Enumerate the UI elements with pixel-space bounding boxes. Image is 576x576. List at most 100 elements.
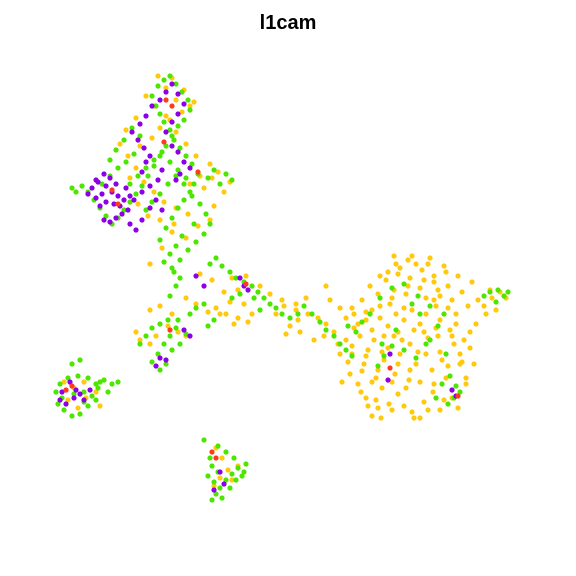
data-point [147, 183, 153, 189]
data-point [267, 301, 273, 307]
data-point [187, 107, 193, 113]
data-point [355, 381, 361, 387]
data-point [167, 127, 173, 133]
data-point [447, 327, 453, 333]
data-point [149, 103, 155, 109]
data-point [173, 129, 179, 135]
data-point [139, 189, 145, 195]
data-point [169, 133, 175, 139]
data-point [293, 307, 299, 313]
data-point [379, 349, 385, 355]
data-point [395, 271, 401, 277]
data-point [453, 311, 459, 317]
data-point [389, 295, 395, 301]
data-point [121, 137, 127, 143]
data-point [173, 283, 179, 289]
data-point [375, 363, 381, 369]
data-point [365, 347, 371, 353]
data-point [89, 393, 95, 399]
data-point [159, 245, 165, 251]
data-point [181, 181, 187, 187]
data-point [421, 329, 427, 335]
data-point [273, 311, 279, 317]
data-point [157, 125, 163, 131]
data-point [149, 359, 155, 365]
data-point [105, 389, 111, 395]
data-point [219, 263, 225, 269]
data-point [349, 353, 355, 359]
data-point [185, 211, 191, 217]
data-point [193, 305, 199, 311]
data-point [465, 303, 471, 309]
data-point [189, 161, 195, 167]
data-point [177, 145, 183, 151]
data-point [81, 397, 87, 403]
data-point [111, 201, 117, 207]
data-point [113, 181, 119, 187]
data-point [81, 389, 87, 395]
data-point [295, 317, 301, 323]
data-point [103, 199, 109, 205]
data-point [185, 97, 191, 103]
data-point [157, 217, 163, 223]
data-point [127, 175, 133, 181]
data-point [241, 301, 247, 307]
data-point [211, 479, 217, 485]
data-point [363, 317, 369, 323]
data-point [163, 89, 169, 95]
data-point [93, 177, 99, 183]
data-point [89, 185, 95, 191]
data-point [153, 363, 159, 369]
data-point [139, 183, 145, 189]
data-point [183, 295, 189, 301]
data-point [209, 463, 215, 469]
data-point [217, 181, 223, 187]
data-point [165, 323, 171, 329]
data-point [441, 263, 447, 269]
data-point [207, 221, 213, 227]
data-point [167, 251, 173, 257]
data-point [397, 351, 403, 357]
data-point [443, 269, 449, 275]
data-point [135, 201, 141, 207]
data-point [231, 455, 237, 461]
data-point [179, 89, 185, 95]
data-point [149, 325, 155, 331]
data-point [109, 187, 115, 193]
data-point [127, 199, 133, 205]
data-point [209, 277, 215, 283]
data-point [449, 333, 455, 339]
data-point [101, 217, 107, 223]
data-point [201, 185, 207, 191]
data-point [227, 485, 233, 491]
data-point [93, 389, 99, 395]
data-point [97, 379, 103, 385]
data-point [455, 405, 461, 411]
data-point [483, 311, 489, 317]
data-point [427, 337, 433, 343]
data-point [141, 179, 147, 185]
data-point [169, 265, 175, 271]
data-point [279, 297, 285, 303]
data-point [165, 317, 171, 323]
data-point [215, 169, 221, 175]
data-point [139, 169, 145, 175]
data-point [125, 153, 131, 159]
data-point [431, 279, 437, 285]
data-point [257, 283, 263, 289]
data-point [157, 111, 163, 117]
data-point [155, 73, 161, 79]
data-point [205, 175, 211, 181]
data-point [175, 329, 181, 335]
data-point [141, 145, 147, 151]
data-point [95, 385, 101, 391]
data-point [151, 157, 157, 163]
data-point [455, 273, 461, 279]
data-point [131, 151, 137, 157]
data-point [437, 293, 443, 299]
data-point [161, 77, 167, 83]
data-point [147, 205, 153, 211]
data-point [173, 81, 179, 87]
data-point [157, 303, 163, 309]
data-point [143, 113, 149, 119]
